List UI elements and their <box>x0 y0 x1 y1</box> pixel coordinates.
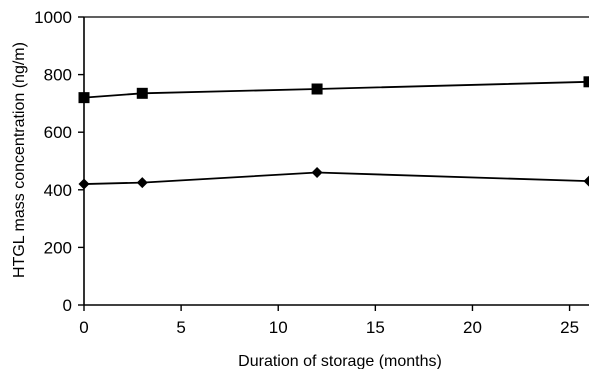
x-tick-label: 0 <box>79 318 88 337</box>
diamond-marker <box>583 175 589 187</box>
diamond-marker <box>78 178 90 190</box>
square-marker <box>78 92 90 104</box>
square-marker <box>136 87 148 99</box>
diamond-marker <box>136 177 148 189</box>
square-marker <box>311 83 323 95</box>
y-tick-label: 0 <box>63 296 72 315</box>
x-axis-label: Duration of storage (months) <box>238 353 442 369</box>
y-tick-label: 800 <box>44 66 72 85</box>
y-tick-label: 1000 <box>34 8 72 27</box>
series-line-diamond <box>83 171 589 185</box>
series <box>78 76 589 190</box>
y-tick-label: 200 <box>44 238 72 257</box>
x-tick-label: 10 <box>269 318 288 337</box>
series-line-square <box>83 80 589 99</box>
y-tick-label: 600 <box>44 123 72 142</box>
diamond-marker <box>311 167 323 179</box>
x-tick-label: 20 <box>463 318 482 337</box>
ticks: 0 200 400 600 800 1000 0 5 10 15 20 25 <box>34 8 579 337</box>
x-tick-label: 5 <box>176 318 185 337</box>
y-tick-label: 400 <box>44 181 72 200</box>
axes <box>83 16 589 306</box>
y-axis-label: HTGL mass concentration (ng/m) <box>11 42 28 278</box>
x-tick-label: 15 <box>366 318 385 337</box>
x-tick-label: 25 <box>560 318 579 337</box>
square-marker <box>583 76 589 88</box>
